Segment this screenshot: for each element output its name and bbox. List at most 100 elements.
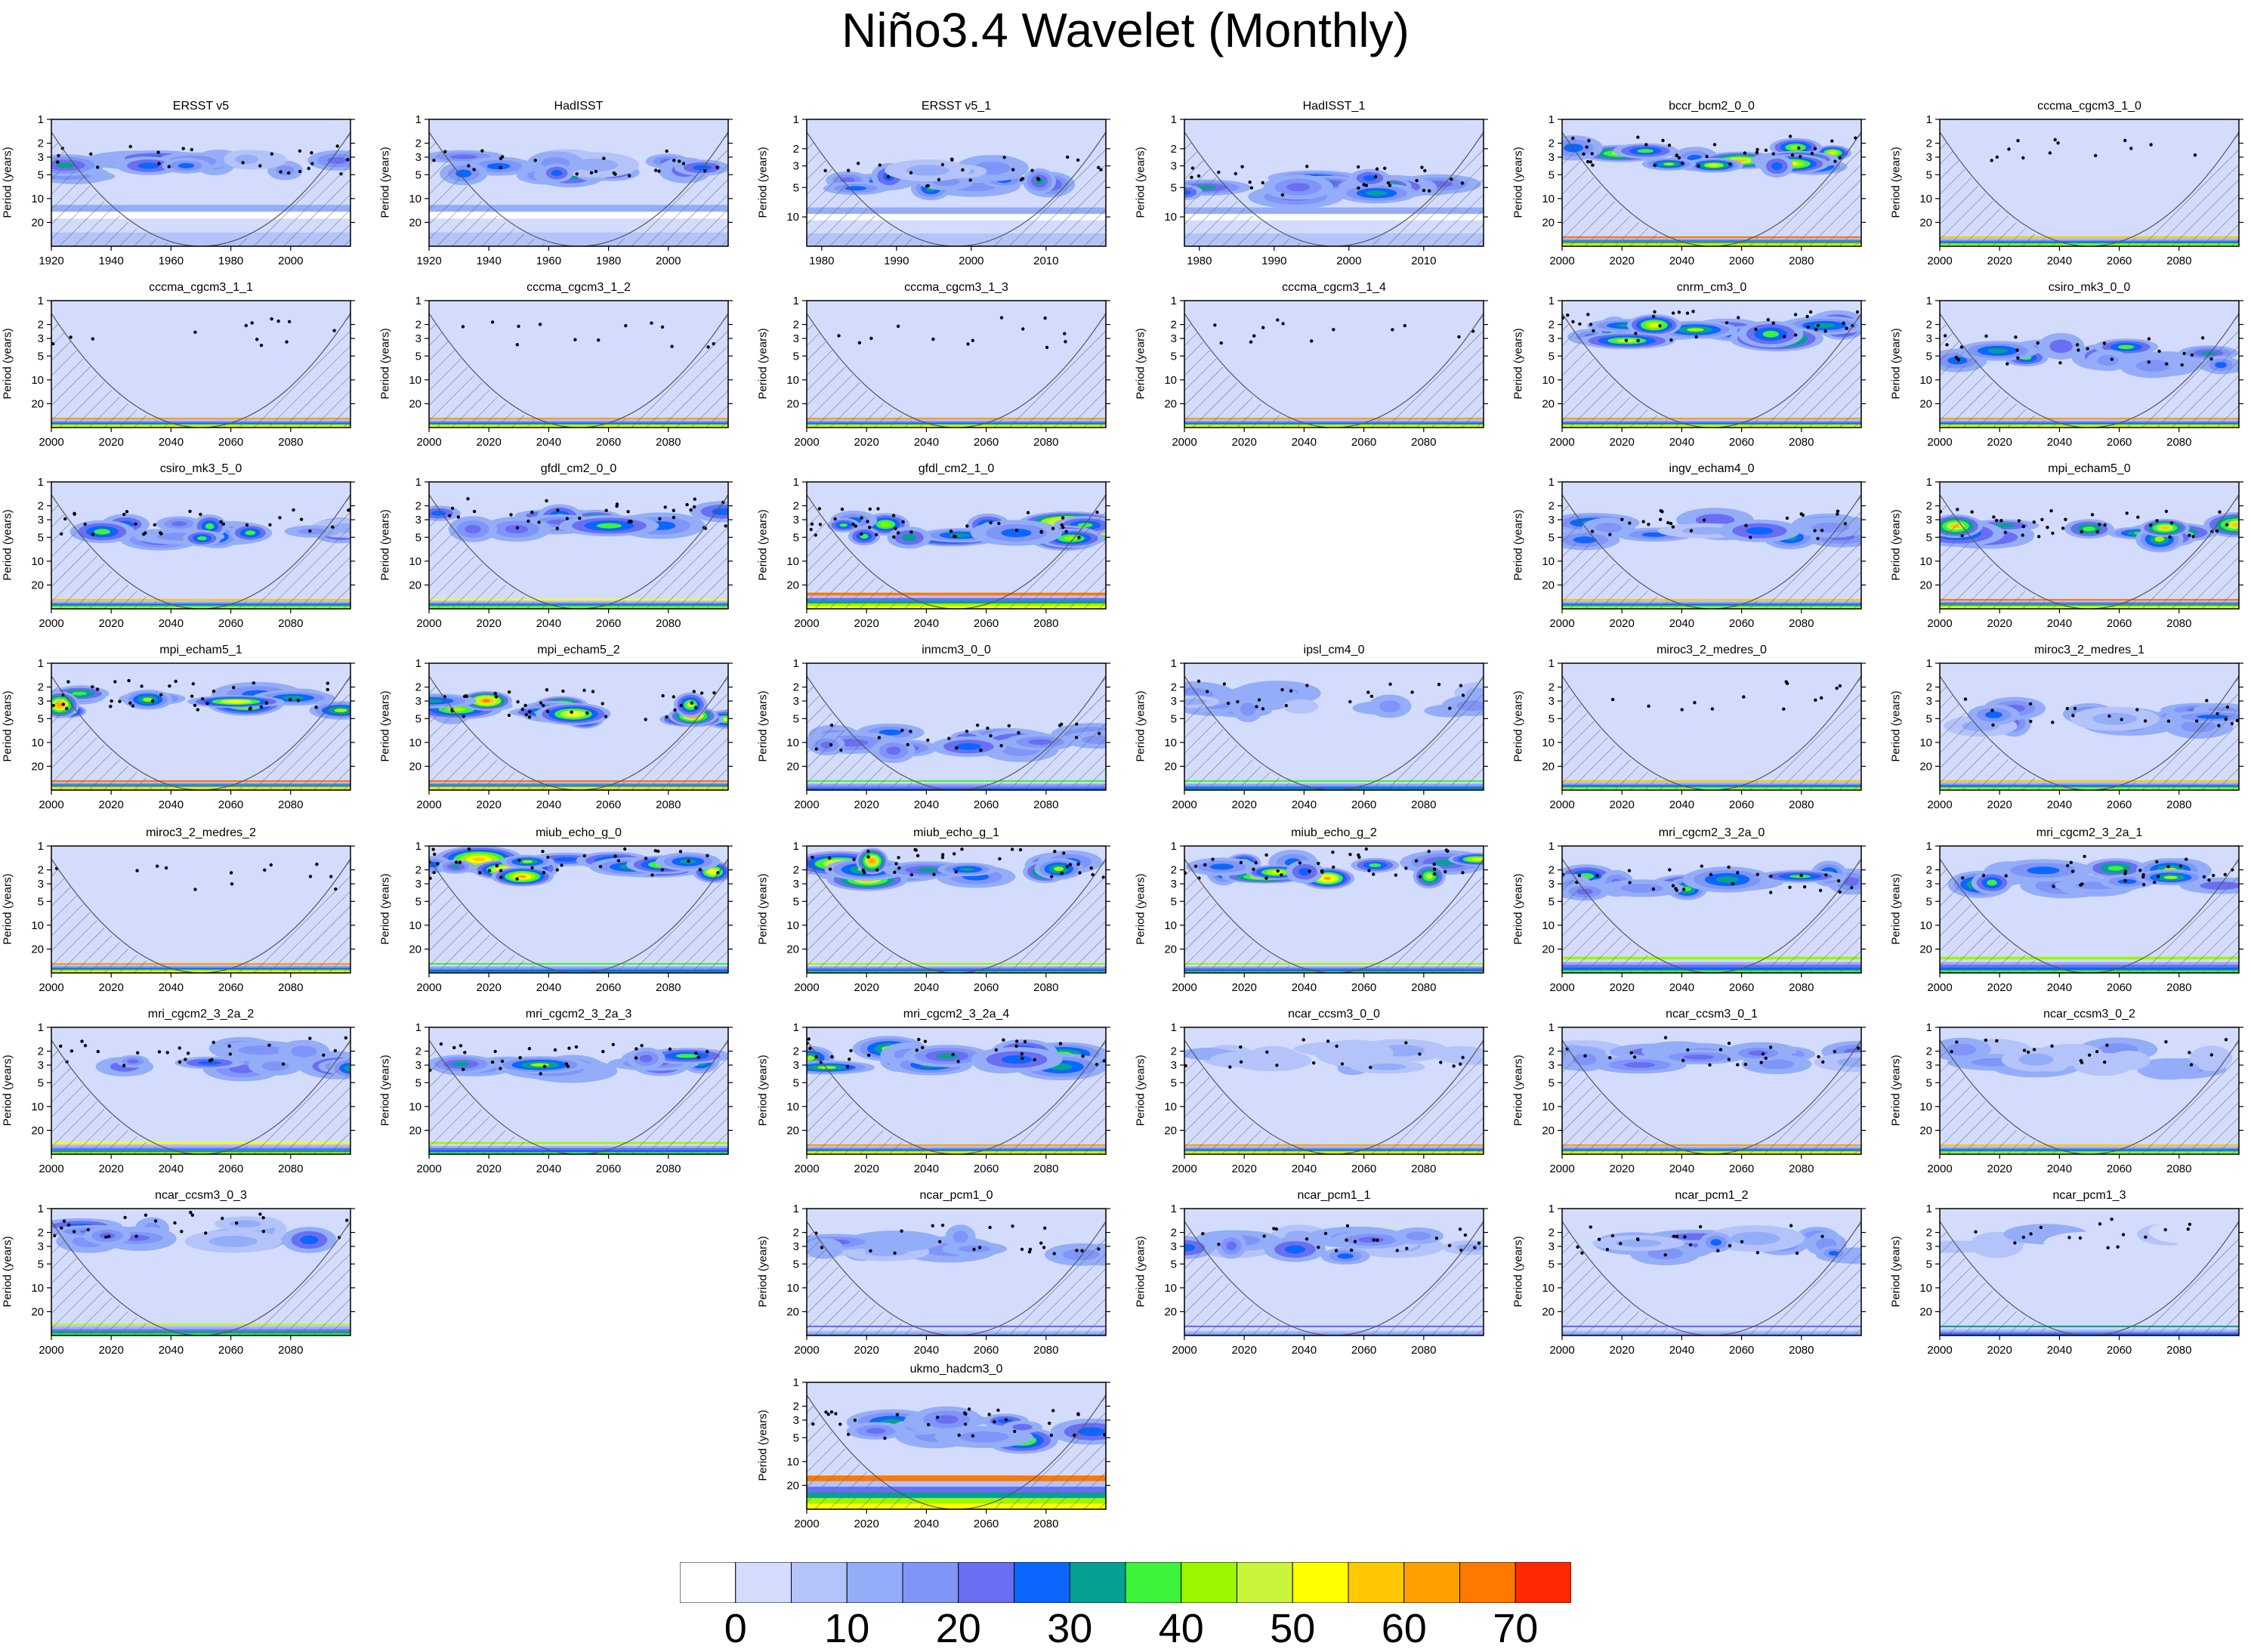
- panel-ncar-pcm1-1-sig-dot-15: [1305, 1237, 1308, 1240]
- panel-miroc3-2-medres-1-xtick-label-2080: 2080: [2166, 798, 2191, 811]
- panel-gfdl-cm2-1-0-sig-dot-16: [901, 520, 904, 523]
- panel-ipsl-cm4-0-sig-dot-9: [1448, 707, 1451, 710]
- panel-miroc3-2-medres-1-sig-dot-7: [1991, 724, 1994, 727]
- panel-mri-cgcm2-3-2a-3-ylabel: Period (years): [379, 1038, 392, 1144]
- panel-miub-echo-g-1-sig-dot-11: [1050, 875, 1053, 878]
- panel-cccma-cgcm3-1-1-ylabel: Period (years): [2, 311, 14, 417]
- panel-ncar-pcm1-0-sig-dot-11: [941, 1224, 944, 1227]
- panel-cnrm-cm3-0-sig-dot-35: [1814, 328, 1817, 331]
- panel-cccma-cgcm3-1-4-xtick-label-2060: 2060: [1351, 436, 1376, 449]
- panel-ingv-echam4-0-sig-dot-15: [1628, 521, 1631, 524]
- colorbar-box-10: [1237, 1562, 1293, 1603]
- panel-cccma-cgcm3-1-1-ytick-label-10: 10: [31, 374, 44, 387]
- panel-ncar-ccsm3-0-1-sig-dot-15: [1736, 1063, 1739, 1066]
- panel-ukmo-hadcm3-0-sig-dot-24: [993, 1420, 996, 1423]
- panel-bccr-bcm2-0-0-ytick-label-10: 10: [1542, 193, 1555, 205]
- panel-ersst-v5-1-sig-dot-16: [887, 175, 890, 178]
- panel-miub-echo-g-1-sig-dot-12: [998, 857, 1001, 860]
- panel-ersst-v5-1-sig-dot-3: [857, 162, 860, 165]
- panel-cccma-cgcm3-1-0-sig-dot-9: [2049, 151, 2052, 154]
- panel-miub-echo-g-0-sig-dot-14: [517, 859, 520, 862]
- panel-cnrm-cm3-0-blob-12-5: [1650, 323, 1659, 327]
- panel-ncar-ccsm3-0-2-ytick-label-10: 10: [1919, 1101, 1932, 1113]
- panel-ncar-ccsm3-0-3-sig-dot-13: [73, 1230, 76, 1233]
- panel-mpi-echam5-0-sig-dot-0: [2049, 509, 2052, 512]
- panel-mpi-echam5-1-ylabel: Period (years): [2, 674, 14, 780]
- panel-ingv-echam4-0-sig-dot-18: [1836, 512, 1839, 515]
- panel-gfdl-cm2-0-0-xtick-label-2080: 2080: [656, 617, 681, 630]
- panel-ersst-v5-1-ytick-label-2: 2: [793, 143, 799, 156]
- panel-mri-cgcm2-3-2a-1-sig-dot-19: [2179, 865, 2182, 868]
- panel-miub-echo-g-0-sig-dot-29: [679, 850, 682, 853]
- panel-miroc3-2-medres-1-ytick-label-3: 3: [1926, 695, 1932, 708]
- panel-mpi-echam5-2-sig-dot-26: [601, 702, 604, 705]
- panel-miroc3-2-medres-1-ytick-label-2: 2: [1926, 681, 1932, 694]
- panel-miub-echo-g-0-xtick-label-2060: 2060: [596, 981, 621, 994]
- panel-mri-cgcm2-3-2a-4-ylabel: Period (years): [757, 1038, 770, 1144]
- panel-ukmo-hadcm3-0-sig-dot-21: [963, 1411, 966, 1414]
- panel-mri-cgcm2-3-2a-2-sig-dot-13: [212, 1041, 215, 1044]
- panel-miroc3-2-medres-2-sig-dot-10: [309, 875, 312, 878]
- panel-hadisst-sig-dot-6: [467, 164, 470, 167]
- panel-mri-cgcm2-3-2a-1-sig-dot-6: [2185, 857, 2188, 860]
- panel-hadisst-sig-dot-0: [594, 170, 597, 173]
- panel-miub-echo-g-1-sig-dot-9: [894, 862, 897, 865]
- panel-ncar-pcm1-2-ytick-label-10: 10: [1542, 1282, 1555, 1295]
- panel-mri-cgcm2-3-2a-0-sig-dot-10: [1595, 874, 1598, 877]
- panel-bccr-bcm2-0-0-blob-10-3: [1637, 149, 1654, 153]
- panel-mri-cgcm2-3-2a-3-ytick-label-2: 2: [415, 1045, 421, 1058]
- panel-ncar-pcm1-0-ytick-label-3: 3: [793, 1240, 799, 1253]
- panel-miub-echo-g-0-sig-dot-26: [499, 875, 502, 878]
- panel-ncar-pcm1-3-sig-dot-8: [2110, 1218, 2113, 1221]
- panel-mpi-echam5-1-sig-dot-32: [260, 706, 263, 709]
- panel-miroc3-2-medres-2-sig-dot-9: [270, 863, 273, 866]
- panel-mri-cgcm2-3-2a-0-sig-dot-13: [1769, 891, 1772, 894]
- panel-mri-cgcm2-3-2a-0-sig-dot-19: [1709, 873, 1712, 876]
- panel-cnrm-cm3-0-sig-dot-26: [1737, 316, 1740, 319]
- panel-miub-echo-g-2-blob-9-6: [1323, 877, 1331, 880]
- panel-miub-echo-g-2-sig-dot-33: [1394, 873, 1397, 876]
- panel-mri-cgcm2-3-2a-0-xtick-label-2060: 2060: [1729, 981, 1754, 994]
- panel-bccr-bcm2-0-0-title: bccr_bcm2_0_0: [1562, 100, 1861, 113]
- panel-mri-cgcm2-3-2a-3-sig-dot-1: [459, 1044, 462, 1047]
- panel-ncar-ccsm3-0-3-blob-13-1: [209, 1236, 258, 1247]
- panel-mri-cgcm2-3-2a-0-sig-dot-22: [1675, 889, 1678, 892]
- panel-mpi-echam5-1-sig-dot-14: [118, 699, 121, 702]
- panel-mpi-echam5-1-sig-dot-21: [252, 681, 255, 684]
- panel-miub-echo-g-0-sig-dot-4: [546, 856, 549, 859]
- panel-cnrm-cm3-0-xtick-label-2080: 2080: [1789, 436, 1814, 449]
- panel-ncar-ccsm3-0-1-sig-dot-3: [1608, 1056, 1611, 1059]
- panel-mri-cgcm2-3-2a-2-blob-9-1: [238, 1045, 283, 1055]
- panel-gfdl-cm2-0-0-sig-dot-18: [578, 517, 581, 520]
- panel-mpi-echam5-0-sig-dot-19: [1971, 511, 1974, 514]
- panel-mri-cgcm2-3-2a-3-ytick-label-5: 5: [415, 1076, 421, 1089]
- panel-mpi-echam5-2-sig-dot-19: [644, 718, 647, 721]
- panel-cccma-cgcm3-1-4-sig-dot-5: [1391, 328, 1394, 331]
- panel-hadisst-sig-dot-9: [499, 166, 502, 169]
- panel-miub-echo-g-2-sig-dot-28: [1404, 866, 1407, 869]
- panel-mpi-echam5-2-sig-dot-32: [465, 694, 468, 697]
- panel-miub-echo-g-2-ytick-label-5: 5: [1171, 895, 1177, 908]
- panel-ipsl-cm4-0-sig-dot-0: [1206, 690, 1209, 693]
- panel-ncar-pcm1-3-xtick-label-2020: 2020: [1987, 1344, 2012, 1357]
- panel-ncar-pcm1-3-sig-dot-9: [2098, 1222, 2101, 1225]
- panel-mri-cgcm2-3-2a-2-sig-dot-17: [178, 1061, 181, 1064]
- panel-csiro-mk3-5-0-ytick-label-3: 3: [38, 514, 44, 526]
- panel-ersst-v5-1-ytick-label-3: 3: [793, 160, 799, 173]
- panel-csiro-mk3-0-0-ytick-label-20: 20: [1919, 397, 1932, 410]
- panel-mri-cgcm2-3-2a-0-blob-11-1: [1621, 884, 1663, 893]
- panel-inmcm3-0-0-sig-dot-11: [955, 746, 958, 749]
- panel-ncar-pcm1-2-sig-dot-13: [1789, 1224, 1792, 1227]
- panel-ncar-ccsm3-0-3-sig-dot-7: [261, 1216, 264, 1219]
- panel-ersst-v5-sig-dot-1: [279, 170, 282, 173]
- panel-mpi-echam5-0-sig-dot-1: [2136, 516, 2139, 519]
- panel-mri-cgcm2-3-2a-2-sig-dot-24: [282, 1063, 285, 1066]
- panel-mpi-echam5-0-sig-dot-28: [1999, 519, 2002, 522]
- panel-csiro-mk3-0-0-ytick-label-3: 3: [1926, 332, 1932, 345]
